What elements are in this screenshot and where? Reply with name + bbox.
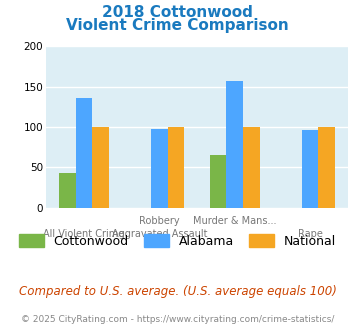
Bar	[59, 173, 76, 208]
Bar	[151, 129, 168, 208]
Bar	[76, 98, 92, 208]
Bar	[302, 130, 318, 208]
Text: Rape: Rape	[298, 229, 323, 239]
Bar	[92, 127, 109, 208]
Bar	[210, 154, 226, 208]
Text: Violent Crime Comparison: Violent Crime Comparison	[66, 18, 289, 33]
Bar	[243, 127, 260, 208]
Text: Aggravated Assault: Aggravated Assault	[111, 229, 207, 239]
Text: Compared to U.S. average. (U.S. average equals 100): Compared to U.S. average. (U.S. average …	[18, 285, 337, 298]
Bar	[168, 127, 184, 208]
Text: Murder & Mans...: Murder & Mans...	[193, 216, 277, 226]
Text: All Violent Crime: All Violent Crime	[43, 229, 125, 239]
Legend: Cottonwood, Alabama, National: Cottonwood, Alabama, National	[14, 229, 341, 253]
Text: Robbery: Robbery	[139, 216, 180, 226]
Text: 2018 Cottonwood: 2018 Cottonwood	[102, 5, 253, 20]
Bar	[226, 81, 243, 208]
Bar	[318, 127, 335, 208]
Text: © 2025 CityRating.com - https://www.cityrating.com/crime-statistics/: © 2025 CityRating.com - https://www.city…	[21, 315, 334, 324]
